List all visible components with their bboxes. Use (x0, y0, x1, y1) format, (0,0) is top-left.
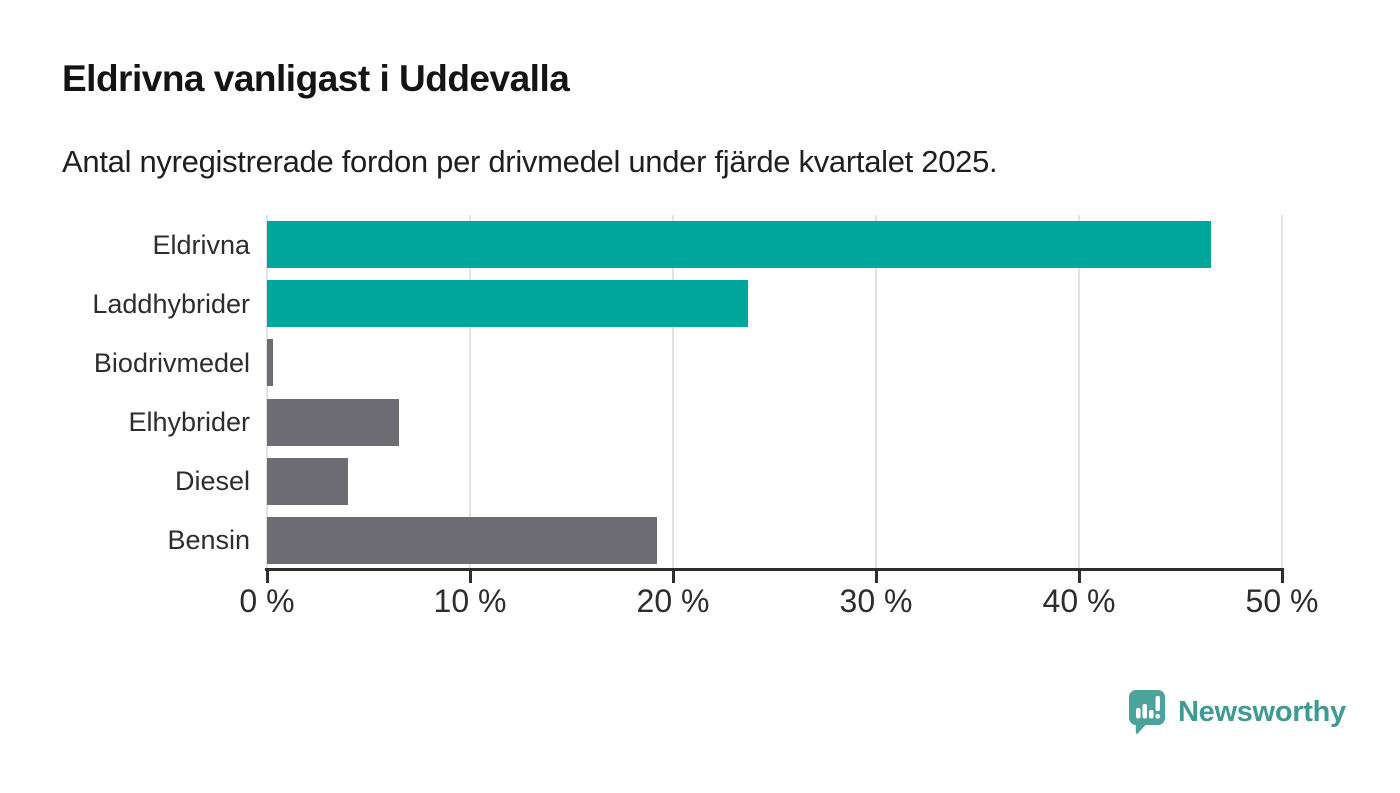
chart-title: Eldrivna vanligast i Uddevalla (62, 58, 570, 99)
gridline (875, 215, 877, 570)
axis-tick-label: 50 % (1245, 583, 1319, 619)
plot-area (266, 215, 1283, 570)
bar-biodrivmedel (267, 339, 274, 387)
axis-tick (468, 568, 472, 583)
axis-tick-label: 10 % (433, 583, 507, 619)
gridline (1281, 215, 1283, 570)
category-label: Bensin (167, 525, 250, 556)
category-label: Elhybrider (128, 407, 250, 438)
x-axis-line (265, 568, 1284, 571)
bar-laddhybrider (267, 280, 749, 328)
axis-tick (1077, 568, 1081, 583)
bar-eldrivna (267, 221, 1211, 269)
gridline (672, 215, 674, 570)
category-axis: Eldrivna Laddhybrider Biodrivmedel Elhybrid… (0, 215, 250, 570)
category-label: Laddhybrider (92, 288, 250, 319)
axis-tick-label: 0 % (239, 583, 295, 619)
axis-tick-label: 20 % (636, 583, 710, 619)
bar-elhybrider (267, 398, 399, 446)
axis-tick (1280, 568, 1284, 583)
gridline (1078, 215, 1080, 570)
gridline (266, 215, 268, 570)
newsworthy-logo: Newsworthy (1128, 689, 1346, 735)
category-label: Diesel (174, 466, 250, 497)
x-axis-tick-labels: 0 % 10 % 20 % 30 % 40 % 50 % (239, 583, 1318, 623)
axis-tick (265, 568, 269, 583)
axis-tick-label: 30 % (839, 583, 913, 619)
bar-diesel (267, 457, 349, 505)
axis-tick (671, 568, 675, 583)
chart-subtitle: Antal nyregistrerade fordon per drivmede… (62, 144, 998, 179)
category-label: Eldrivna (152, 229, 250, 260)
bar-chart-speech-bubble-icon (1129, 690, 1165, 734)
category-label: Biodrivmedel (93, 347, 250, 378)
axis-tick (874, 568, 878, 583)
bar-bensin (267, 516, 657, 564)
axis-tick-label: 40 % (1042, 583, 1116, 619)
newsworthy-logo-text: Newsworthy (1178, 695, 1346, 728)
gridline (469, 215, 471, 570)
